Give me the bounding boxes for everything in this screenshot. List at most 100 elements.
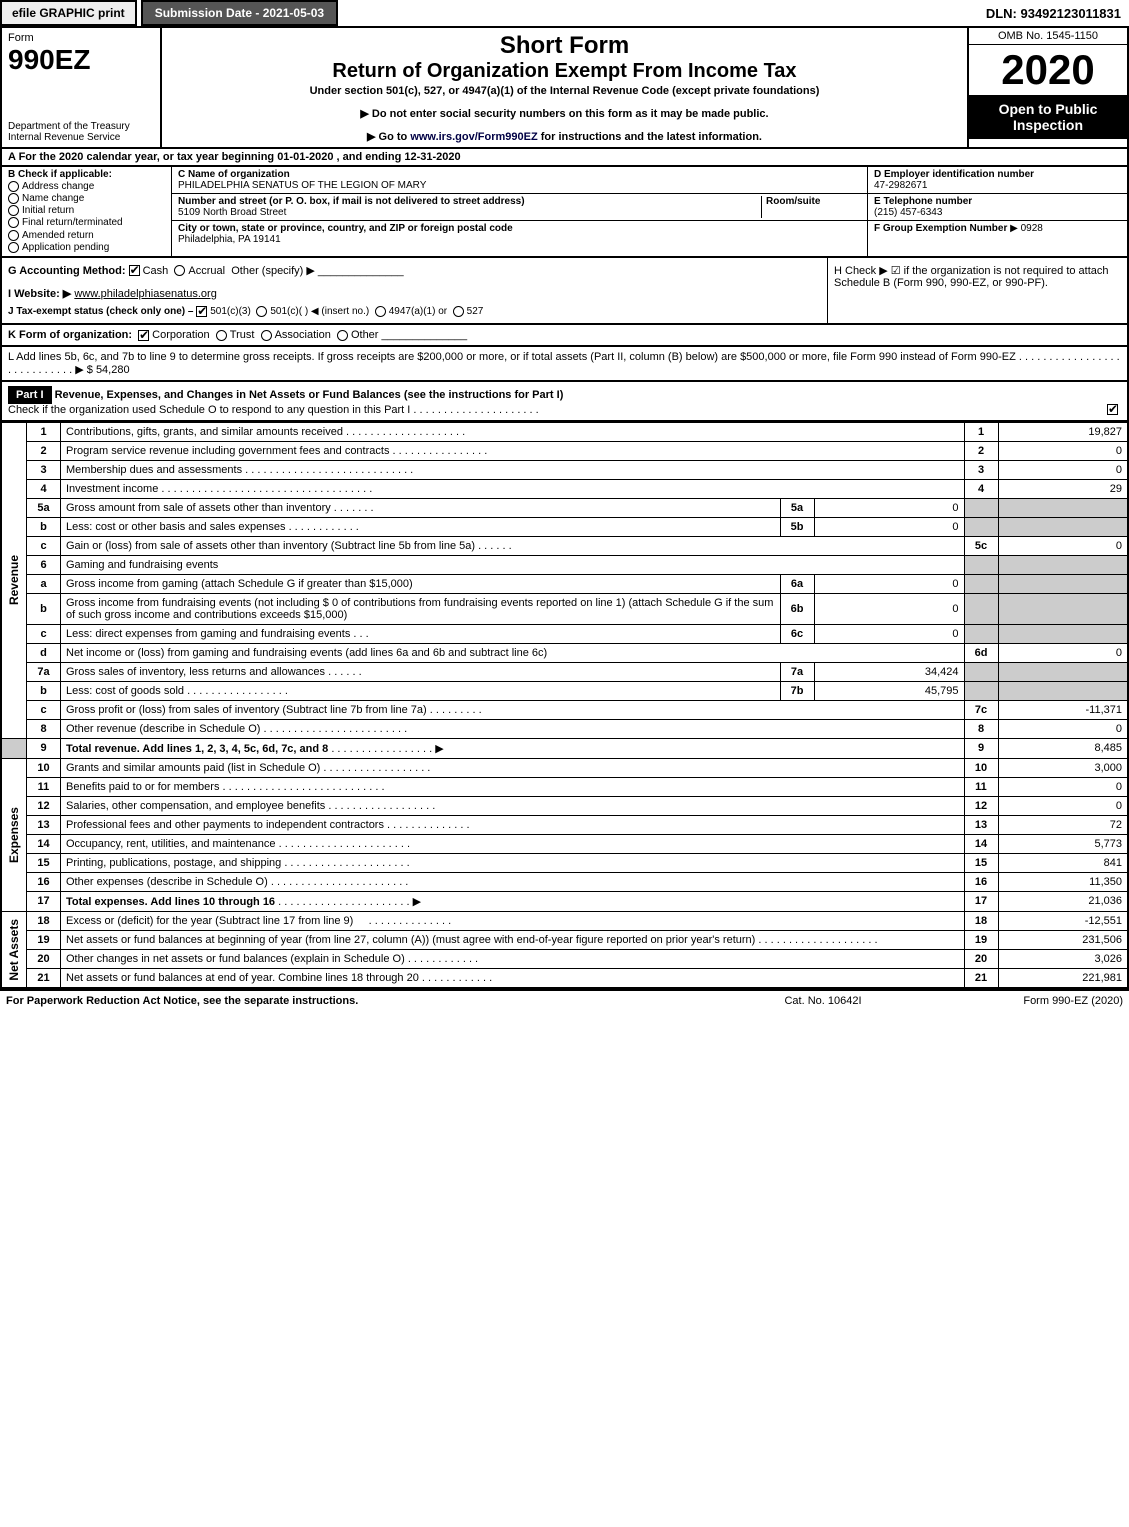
omb-number: OMB No. 1545-1150 <box>969 28 1127 45</box>
form-word: Form <box>8 32 154 44</box>
block-bcdef: B Check if applicable: Address change Na… <box>0 167 1129 258</box>
line-14-value: 5,773 <box>998 834 1128 853</box>
cb-schedule-o[interactable] <box>1107 404 1118 415</box>
section-i: I Website: ▶ www.philadelphiasenatus.org <box>8 287 821 300</box>
cb-association[interactable] <box>261 330 272 341</box>
line-3-value: 0 <box>998 460 1128 479</box>
line-12-value: 0 <box>998 796 1128 815</box>
part1-title: Revenue, Expenses, and Changes in Net As… <box>55 389 564 401</box>
website-link[interactable]: www.philadelphiasenatus.org <box>74 288 216 300</box>
cb-other-org[interactable] <box>337 330 348 341</box>
gross-receipts-value: ▶ $ 54,280 <box>75 364 129 376</box>
city-label: City or town, state or province, country… <box>178 223 861 234</box>
footer-center: Cat. No. 10642I <box>723 995 923 1007</box>
open-to-public: Open to Public Inspection <box>969 95 1127 139</box>
tax-year: 2020 <box>969 45 1127 95</box>
line-6b-value: 0 <box>814 593 964 624</box>
room-label: Room/suite <box>766 196 861 207</box>
section-def: D Employer identification number 47-2982… <box>867 167 1127 256</box>
line-5a-value: 0 <box>814 498 964 517</box>
line-13-value: 72 <box>998 815 1128 834</box>
line-9-value: 8,485 <box>998 738 1128 758</box>
line-19-value: 231,506 <box>998 930 1128 949</box>
line-8-value: 0 <box>998 719 1128 738</box>
form-number: 990EZ <box>8 44 154 76</box>
section-j: J Tax-exempt status (check only one) – 5… <box>8 306 821 317</box>
cb-application-pending[interactable]: Application pending <box>8 242 165 253</box>
line-5b-value: 0 <box>814 517 964 536</box>
row-gh: G Accounting Method: Cash Accrual Other … <box>0 258 1129 325</box>
title-main: Return of Organization Exempt From Incom… <box>170 60 959 83</box>
ein-value: 47-2982671 <box>874 180 927 191</box>
street-label: Number and street (or P. O. box, if mail… <box>178 196 761 207</box>
irs-label: Internal Revenue Service <box>8 132 154 143</box>
header-middle: Short Form Return of Organization Exempt… <box>162 28 967 147</box>
title-short: Short Form <box>170 32 959 60</box>
department-label: Department of the Treasury <box>8 121 154 132</box>
cb-527[interactable] <box>453 306 464 317</box>
section-l: L Add lines 5b, 6c, and 7b to line 9 to … <box>0 347 1129 382</box>
row-a-taxyear: A For the 2020 calendar year, or tax yea… <box>0 149 1129 167</box>
part1-header-row: Part I Revenue, Expenses, and Changes in… <box>0 382 1129 422</box>
dln-label: DLN: 93492123011831 <box>978 2 1129 25</box>
expenses-label: Expenses <box>7 807 21 863</box>
cb-name-change[interactable]: Name change <box>8 193 165 204</box>
street-value: 5109 North Broad Street <box>178 207 286 218</box>
line-2-value: 0 <box>998 441 1128 460</box>
line-20-value: 3,026 <box>998 949 1128 968</box>
line-21-value: 221,981 <box>998 968 1128 988</box>
line-18-value: -12,551 <box>998 911 1128 930</box>
section-h: H Check ▶ ☑ if the organization is not r… <box>827 258 1127 323</box>
part1-table: Revenue 1Contributions, gifts, grants, a… <box>0 422 1129 989</box>
section-c: C Name of organization PHILADELPHIA SENA… <box>172 167 867 256</box>
line-4-value: 29 <box>998 479 1128 498</box>
c-label: C Name of organization <box>178 169 861 180</box>
cb-4947[interactable] <box>375 306 386 317</box>
netassets-label: Net Assets <box>7 919 21 981</box>
revenue-label: Revenue <box>7 555 21 605</box>
top-bar: efile GRAPHIC print Submission Date - 20… <box>0 0 1129 28</box>
line-10-value: 3,000 <box>998 758 1128 777</box>
line-15-value: 841 <box>998 853 1128 872</box>
line-1-value: 19,827 <box>998 422 1128 441</box>
cb-501c[interactable] <box>256 306 267 317</box>
cb-address-change[interactable]: Address change <box>8 181 165 192</box>
section-k: K Form of organization: Corporation Trus… <box>0 325 1129 347</box>
line-5c-value: 0 <box>998 536 1128 555</box>
line-6d-value: 0 <box>998 643 1128 662</box>
header-right: OMB No. 1545-1150 2020 Open to Public In… <box>967 28 1127 147</box>
line-7c-value: -11,371 <box>998 700 1128 719</box>
cb-accrual[interactable] <box>174 265 185 276</box>
city-value: Philadelphia, PA 19141 <box>178 234 281 245</box>
note-goto: ▶ Go to www.irs.gov/Form990EZ for instru… <box>170 130 959 143</box>
line-7a-value: 34,424 <box>814 662 964 681</box>
line-6c-value: 0 <box>814 624 964 643</box>
cb-corporation[interactable] <box>138 330 149 341</box>
footer-right: Form 990-EZ (2020) <box>923 995 1123 1007</box>
cb-final-return[interactable]: Final return/terminated <box>8 217 165 228</box>
cb-cash[interactable] <box>129 265 140 276</box>
line-11-value: 0 <box>998 777 1128 796</box>
footer-left: For Paperwork Reduction Act Notice, see … <box>6 995 723 1007</box>
f-label: F Group Exemption Number <box>874 223 1007 234</box>
cb-amended-return[interactable]: Amended return <box>8 230 165 241</box>
submission-date-label: Submission Date - 2021-05-03 <box>141 0 338 26</box>
cb-trust[interactable] <box>216 330 227 341</box>
d-label: D Employer identification number <box>874 169 1034 180</box>
phone-value: (215) 457-6343 <box>874 207 942 218</box>
e-label: E Telephone number <box>874 196 972 207</box>
irs-link[interactable]: www.irs.gov/Form990EZ <box>410 131 537 143</box>
cb-501c3[interactable] <box>196 306 207 317</box>
line-6a-value: 0 <box>814 574 964 593</box>
line-16-value: 11,350 <box>998 872 1128 891</box>
subtitle: Under section 501(c), 527, or 4947(a)(1)… <box>170 85 959 97</box>
section-g: G Accounting Method: Cash Accrual Other … <box>8 264 821 277</box>
line-17-value: 21,036 <box>998 891 1128 911</box>
section-b: B Check if applicable: Address change Na… <box>2 167 172 256</box>
org-name: PHILADELPHIA SENATUS OF THE LEGION OF MA… <box>178 180 426 191</box>
cb-initial-return[interactable]: Initial return <box>8 205 165 216</box>
efile-print-button[interactable]: efile GRAPHIC print <box>0 0 137 26</box>
page-footer: For Paperwork Reduction Act Notice, see … <box>0 989 1129 1011</box>
part1-check-text: Check if the organization used Schedule … <box>8 404 410 416</box>
form-header: Form 990EZ Department of the Treasury In… <box>0 28 1129 149</box>
